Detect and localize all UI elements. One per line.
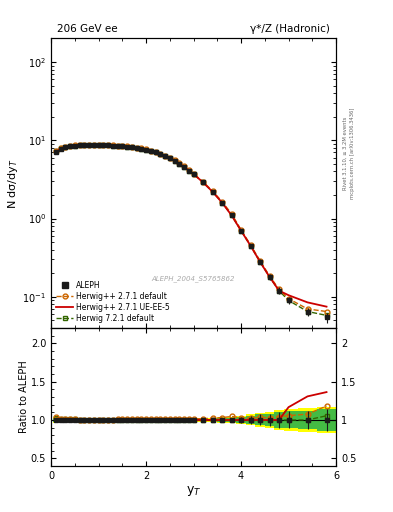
Text: γ*/Z (Hadronic): γ*/Z (Hadronic) xyxy=(250,24,330,34)
Y-axis label: Ratio to ALEPH: Ratio to ALEPH xyxy=(20,360,29,433)
X-axis label: y$_T$: y$_T$ xyxy=(186,483,201,498)
Text: mcplots.cern.ch [arXiv:1306.3436]: mcplots.cern.ch [arXiv:1306.3436] xyxy=(350,108,355,199)
Legend: ALEPH, Herwig++ 2.7.1 default, Herwig++ 2.7.1 UE-EE-5, Herwig 7.2.1 default: ALEPH, Herwig++ 2.7.1 default, Herwig++ … xyxy=(55,280,172,324)
Y-axis label: N dσ/dy$_T$: N dσ/dy$_T$ xyxy=(6,158,20,208)
Text: Rivet 3.1.10, ≥ 3.2M events: Rivet 3.1.10, ≥ 3.2M events xyxy=(343,117,348,190)
Text: 206 GeV ee: 206 GeV ee xyxy=(57,24,118,34)
Text: ALEPH_2004_S5765862: ALEPH_2004_S5765862 xyxy=(152,275,235,282)
